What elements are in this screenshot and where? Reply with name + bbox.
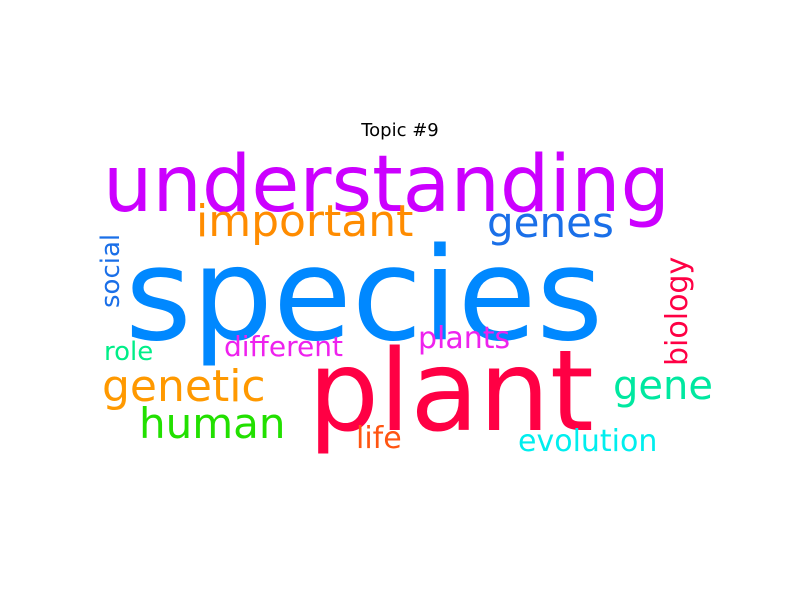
word-biology: biology <box>660 256 695 366</box>
chart-title: Topic #9 <box>361 120 439 141</box>
word-social: social <box>96 233 126 308</box>
word-genes: genes <box>487 198 614 247</box>
word-human: human <box>139 399 286 448</box>
word-gene: gene <box>613 363 713 409</box>
word-evolution: evolution <box>518 424 658 459</box>
word-species: species <box>125 221 604 370</box>
word-role: role <box>104 337 154 367</box>
word-important: important <box>196 196 414 247</box>
word-different: different <box>224 330 343 363</box>
word-genetic: genetic <box>102 361 266 412</box>
word-understanding: understanding <box>103 140 671 230</box>
word-plants: plants <box>418 321 511 356</box>
word-life: life <box>356 421 402 456</box>
word-plant: plant <box>308 327 594 457</box>
